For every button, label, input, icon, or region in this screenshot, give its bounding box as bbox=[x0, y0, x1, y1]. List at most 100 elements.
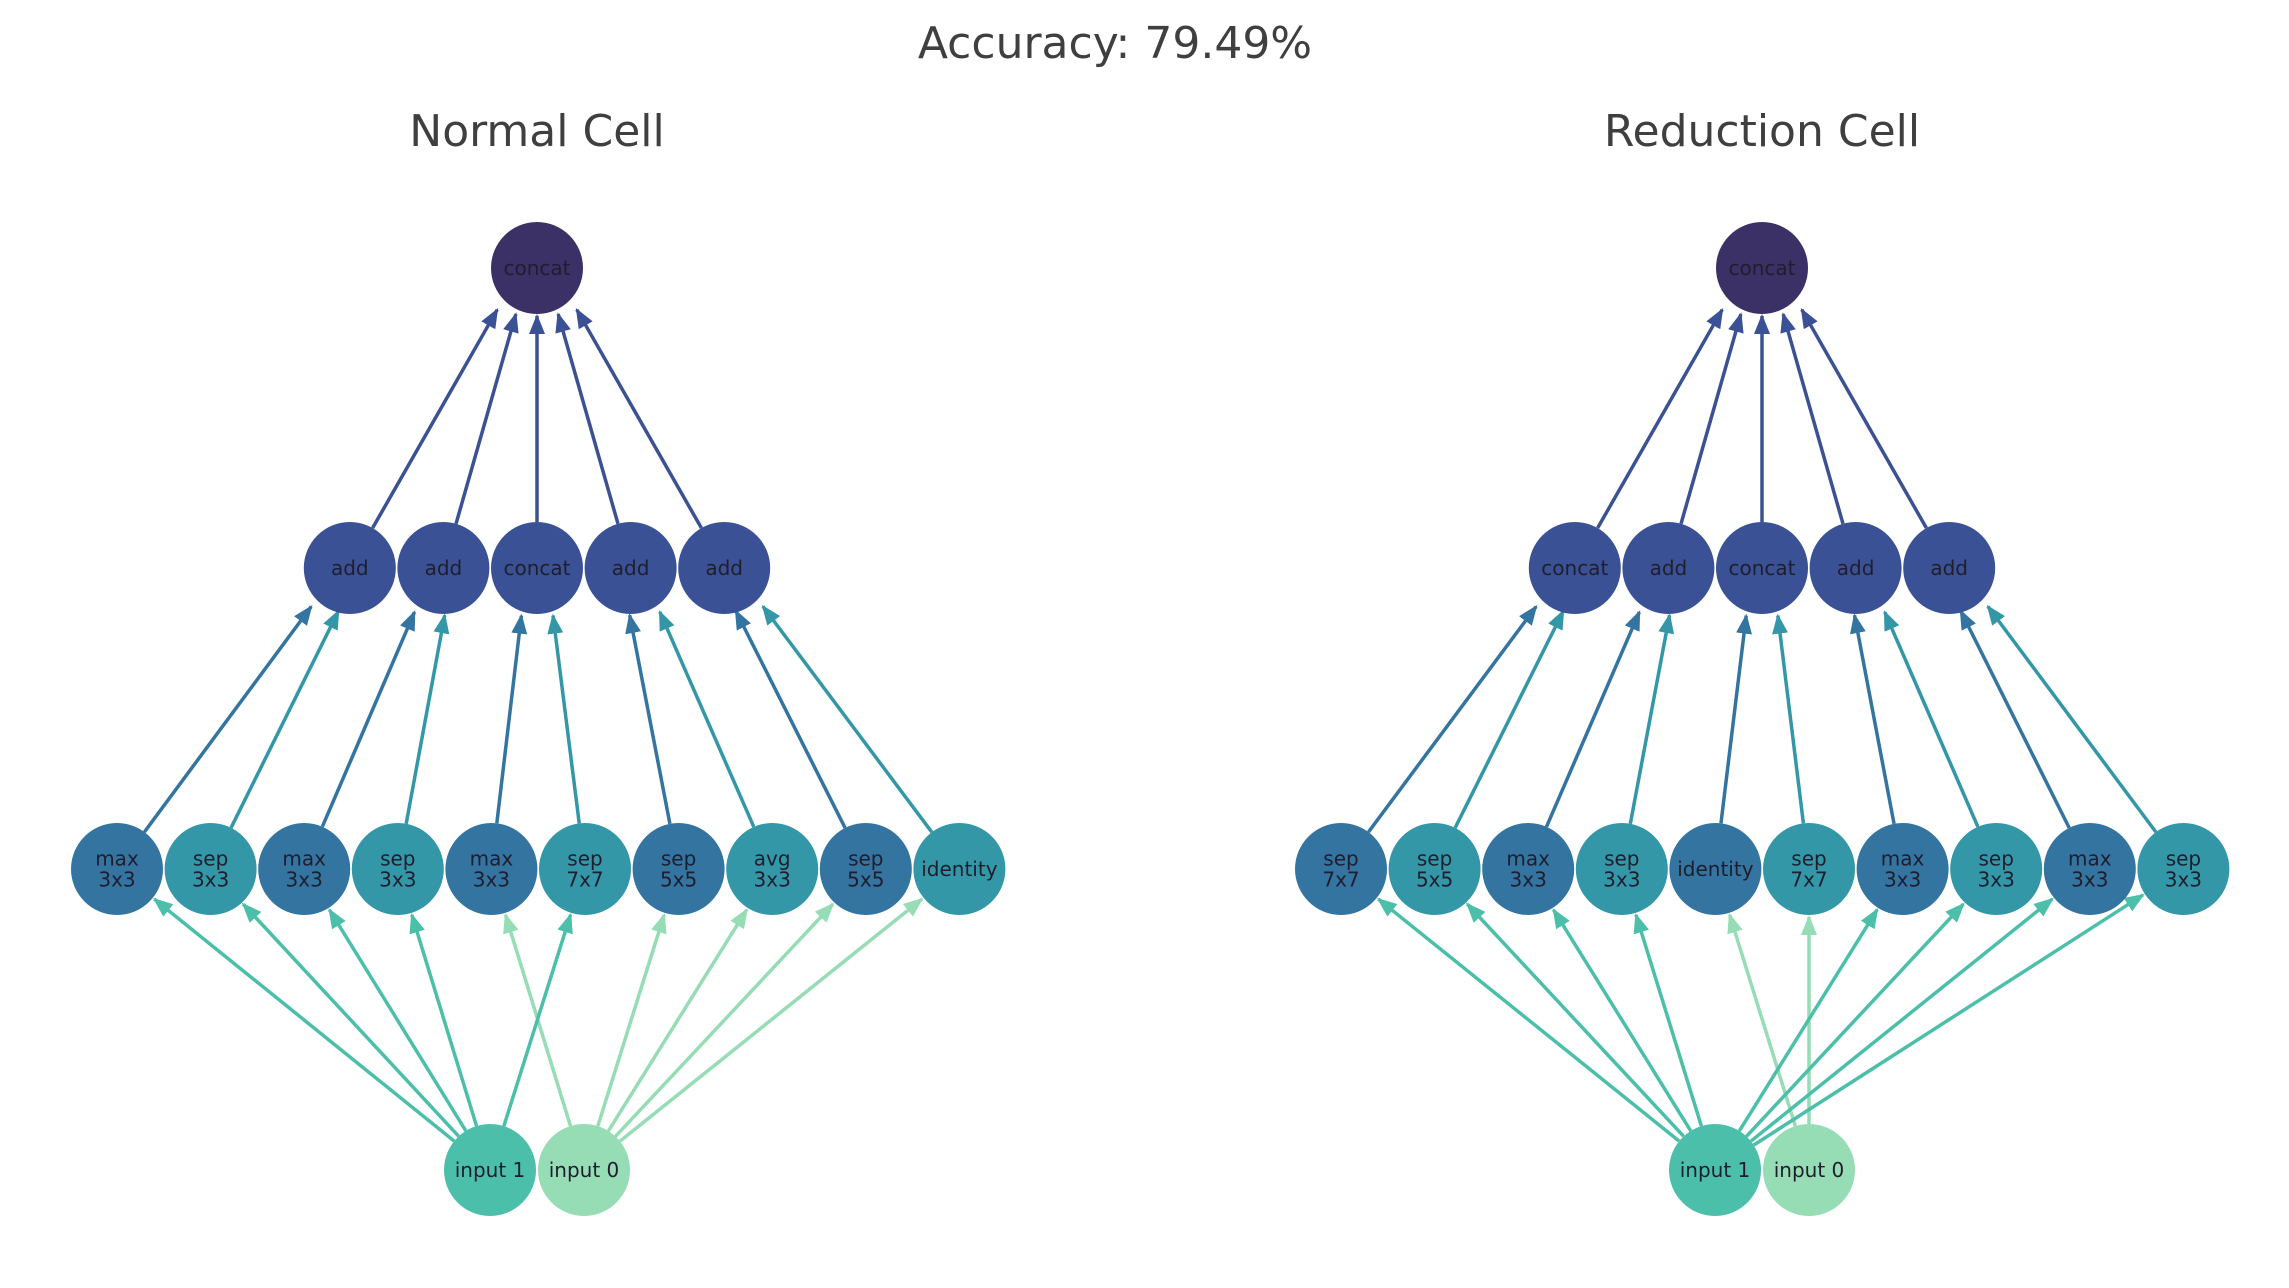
normal-node-input-1-label: input 0 bbox=[549, 1158, 620, 1182]
reduction-node-op-7-circle bbox=[1950, 823, 2043, 915]
normal-node-input-0-label: input 1 bbox=[455, 1158, 526, 1182]
normal-node-op-1-label: sep 3x3 bbox=[192, 847, 229, 892]
reduction-node-combiner-0-circle bbox=[1528, 522, 1621, 614]
normal-node-op-4-circle bbox=[445, 823, 538, 915]
reduction-edge-op-combiner-3 bbox=[1628, 613, 1675, 825]
reduction-edge-op-combiner-4 bbox=[1719, 613, 1752, 824]
reduction-node-op-2: max 3x3 bbox=[1482, 823, 1575, 915]
reduction-node-op-8: max 3x3 bbox=[2043, 823, 2136, 915]
normal-edge-input-op-6 bbox=[596, 912, 667, 1127]
reduction-edge-op-combiner-1 bbox=[1453, 609, 1565, 829]
reduction-edge-combiner-output-3 bbox=[1780, 312, 1845, 525]
reduction-edge-input-op-4 bbox=[1727, 912, 1798, 1127]
reduction-node-combiner-1-circle bbox=[1622, 522, 1715, 614]
normal-node-op-7: avg 3x3 bbox=[726, 823, 819, 915]
normal-edge-op-combiner-2 bbox=[320, 610, 417, 828]
normal-node-op-7-circle bbox=[726, 823, 819, 915]
reduction-node-input-1: input 0 bbox=[1763, 1124, 1855, 1216]
normal-edge-input-op-0 bbox=[152, 897, 456, 1143]
reduction-node-combiner-3-circle bbox=[1809, 522, 1902, 614]
normal-node-combiner-3-label: add bbox=[612, 556, 650, 580]
normal-node-op-9-circle bbox=[913, 823, 1006, 915]
accuracy-title: Accuracy: 79.49% bbox=[917, 18, 1313, 69]
normal-node-op-3-label: sep 3x3 bbox=[379, 847, 416, 892]
reduction-node-input-1-label: input 0 bbox=[1774, 1158, 1845, 1182]
normal-edge-op-combiner-5 bbox=[547, 613, 581, 824]
reduction-node-op-4-circle bbox=[1669, 823, 1762, 915]
reduction-node-op-5: sep 7x7 bbox=[1763, 823, 1855, 915]
reduction-node-op-4: identity bbox=[1669, 823, 1762, 915]
normal-edge-op-combiner-0 bbox=[142, 604, 313, 834]
normal-node-op-3: sep 3x3 bbox=[351, 823, 444, 915]
reduction-node-output: concat bbox=[1716, 222, 1808, 314]
reduction-node-op-2-circle bbox=[1482, 823, 1575, 915]
reduction-node-op-6-label: max 3x3 bbox=[1881, 847, 1925, 892]
reduction-node-op-9: sep 3x3 bbox=[2137, 823, 2230, 915]
normal-edge-input-op-9 bbox=[618, 897, 924, 1143]
normal-node-op-0-circle bbox=[71, 823, 163, 915]
reduction-edge-input-op-8 bbox=[1749, 897, 2054, 1143]
normal-edge-input-op-5 bbox=[502, 912, 573, 1127]
reduction-node-op-0: sep 7x7 bbox=[1295, 823, 1387, 915]
normal-cell-title: Normal Cell bbox=[409, 106, 665, 157]
normal-node-op-8-label: sep 5x5 bbox=[847, 847, 884, 892]
reduction-node-input-1-circle bbox=[1763, 1124, 1855, 1216]
normal-edge-op-combiner-3 bbox=[404, 613, 450, 825]
normal-node-op-1: sep 3x3 bbox=[164, 823, 257, 915]
normal-node-op-9: identity bbox=[913, 823, 1006, 915]
reduction-node-output-circle bbox=[1716, 222, 1808, 314]
reduction-node-op-9-circle bbox=[2137, 823, 2230, 915]
reduction-node-op-8-label: max 3x3 bbox=[2068, 847, 2112, 892]
normal-edge-op-combiner-6 bbox=[625, 613, 672, 825]
normal-node-op-7-label: avg 3x3 bbox=[754, 847, 791, 892]
normal-node-op-2-circle bbox=[258, 823, 351, 915]
reduction-node-combiner-2: concat bbox=[1716, 522, 1808, 614]
reduction-node-op-1-label: sep 5x5 bbox=[1416, 847, 1453, 892]
reduction-node-input-0-circle bbox=[1669, 1124, 1761, 1216]
normal-node-combiner-0-label: add bbox=[331, 556, 369, 580]
reduction-node-op-3-circle bbox=[1575, 823, 1668, 915]
normal-node-op-6-circle bbox=[632, 823, 725, 915]
normal-node-combiner-0-circle bbox=[303, 522, 396, 614]
reduction-node-combiner-2-label: concat bbox=[1728, 556, 1795, 580]
normal-node-input-1-circle bbox=[538, 1124, 630, 1216]
reduction-edge-combiner-output-1 bbox=[1679, 312, 1744, 525]
normal-edge-op-combiner-1 bbox=[229, 609, 341, 829]
normal-edge-op-combiner-9 bbox=[761, 604, 934, 834]
normal-edge-combiner-output-0 bbox=[371, 307, 499, 529]
normal-node-output: concat bbox=[491, 222, 583, 314]
normal-edge-input-op-1 bbox=[241, 902, 460, 1138]
reduction-node-op-6: max 3x3 bbox=[1856, 823, 1949, 915]
reduction-node-op-0-label: sep 7x7 bbox=[1322, 847, 1359, 892]
reduction-edge-input-op-3 bbox=[1633, 912, 1704, 1127]
normal-node-combiner-2: concat bbox=[491, 522, 583, 614]
normal-node-combiner-4-label: add bbox=[705, 556, 743, 580]
reduction-edge-op-combiner-6 bbox=[1850, 613, 1896, 825]
reduction-node-op-7-label: sep 3x3 bbox=[1978, 847, 2015, 892]
reduction-edge-input-op-1 bbox=[1465, 902, 1685, 1138]
reduction-node-op-8-circle bbox=[2043, 823, 2136, 915]
normal-node-combiner-1-circle bbox=[397, 522, 490, 614]
normal-node-combiner-3: add bbox=[584, 522, 677, 614]
normal-node-op-0: max 3x3 bbox=[71, 823, 163, 915]
normal-edge-op-combiner-8 bbox=[734, 609, 847, 829]
normal-node-combiner-1: add bbox=[397, 522, 490, 614]
reduction-node-combiner-1: add bbox=[1622, 522, 1715, 614]
reduction-edge-input-op-2 bbox=[1552, 908, 1693, 1132]
reduction-node-input-0-label: input 1 bbox=[1680, 1158, 1751, 1182]
reduction-node-combiner-0: concat bbox=[1528, 522, 1621, 614]
normal-node-output-label: concat bbox=[503, 256, 570, 280]
normal-edge-combiner-output-4 bbox=[575, 307, 703, 529]
reduction-node-combiner-1-label: add bbox=[1650, 556, 1688, 580]
reduction-node-op-0-circle bbox=[1295, 823, 1387, 915]
normal-edge-input-op-7 bbox=[606, 908, 749, 1132]
normal-node-input-0-circle bbox=[444, 1124, 536, 1216]
normal-node-output-circle bbox=[491, 222, 583, 314]
normal-edge-op-combiner-4 bbox=[495, 613, 528, 824]
normal-edge-input-op-2 bbox=[327, 908, 468, 1132]
normal-edge-input-op-3 bbox=[409, 912, 479, 1127]
reduction-edge-input-op-0 bbox=[1376, 897, 1681, 1143]
reduction-node-combiner-3: add bbox=[1809, 522, 1902, 614]
normal-node-op-5-circle bbox=[539, 823, 631, 915]
